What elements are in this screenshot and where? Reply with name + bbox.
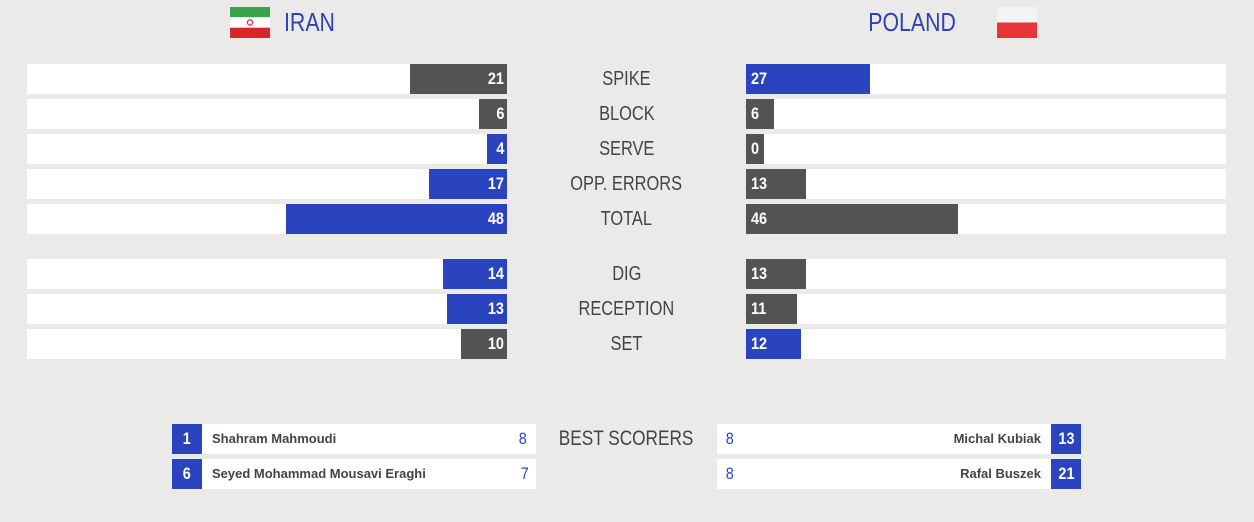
away-stat-value: 0 (751, 139, 760, 158)
stat-label: DIG (611, 263, 642, 285)
home-scorer-row: 1 Shahram Mahmoudi 8 (172, 424, 536, 454)
home-stat-bar: 6 (479, 99, 507, 129)
away-stat-track: 0 (746, 134, 1226, 164)
stat-label: SET (610, 333, 643, 355)
home-stat-track: 6 (27, 99, 507, 129)
away-stat-value: 12 (751, 334, 768, 353)
away-stat-track: 13 (746, 169, 1226, 199)
home-stat-bar: 21 (410, 64, 507, 94)
home-scorer-row: 6 Seyed Mohammad Mousavi Eraghi 7 (172, 459, 536, 489)
iran-flag-icon (230, 7, 270, 38)
home-stat-track: 17 (27, 169, 507, 199)
stat-label: OPP. ERRORS (570, 173, 683, 195)
away-stat-track: 12 (746, 329, 1226, 359)
scorer-name: Rafal Buszek (960, 466, 1041, 481)
home-stat-bar: 48 (286, 204, 507, 234)
stat-row-total: 48 TOTAL 46 (0, 204, 1254, 234)
away-stat-bar: 13 (746, 259, 806, 289)
stat-label: SPIKE (602, 68, 651, 90)
home-stat-track: 4 (27, 134, 507, 164)
home-stat-value: 6 (495, 104, 504, 123)
stat-row-set: 10 SET 12 (0, 329, 1254, 359)
home-stat-track: 48 (27, 204, 507, 234)
scorer-number: 21 (1051, 459, 1081, 489)
stat-row-dig: 14 DIG 13 (0, 259, 1254, 289)
scorer-number: 13 (1051, 424, 1081, 454)
stat-row-serve: 4 SERVE 0 (0, 134, 1254, 164)
scorer-points: 7 (520, 464, 529, 483)
scorer-number: 1 (172, 424, 202, 454)
poland-flag-icon (997, 7, 1037, 38)
home-stat-value: 10 (487, 334, 504, 353)
away-stat-value: 6 (751, 104, 760, 123)
home-stat-track: 10 (27, 329, 507, 359)
home-stat-value: 4 (495, 139, 504, 158)
away-stat-value: 11 (751, 299, 767, 318)
away-stat-track: 13 (746, 259, 1226, 289)
home-stat-value: 14 (487, 264, 504, 283)
away-stat-bar: 27 (746, 64, 870, 94)
away-stat-bar: 13 (746, 169, 806, 199)
scorer-name: Michal Kubiak (953, 431, 1041, 446)
away-stat-track: 11 (746, 294, 1226, 324)
away-scorer-row: 8 Michal Kubiak 13 (717, 424, 1081, 454)
away-scorer-row: 8 Rafal Buszek 21 (717, 459, 1081, 489)
away-stat-track: 27 (746, 64, 1226, 94)
away-stat-track: 46 (746, 204, 1226, 234)
home-stat-value: 13 (487, 299, 504, 318)
scorer-name: Shahram Mahmoudi (212, 431, 337, 446)
away-stat-value: 13 (751, 264, 768, 283)
home-stat-value: 17 (487, 174, 504, 193)
scorer-points: 8 (725, 429, 734, 448)
away-stat-value: 13 (751, 174, 768, 193)
stat-row-reception: 13 RECEPTION 11 (0, 294, 1254, 324)
away-stat-bar: 0 (746, 134, 764, 164)
home-stat-track: 13 (27, 294, 507, 324)
away-stat-bar: 11 (746, 294, 797, 324)
stat-label: RECEPTION (578, 298, 675, 320)
home-stat-bar: 14 (443, 259, 507, 289)
home-stat-value: 21 (487, 69, 504, 88)
home-team-name: IRAN (284, 7, 335, 37)
scorer-points: 8 (518, 429, 527, 448)
scorer-name: Seyed Mohammad Mousavi Eraghi (212, 466, 426, 481)
away-stat-bar: 12 (746, 329, 801, 359)
away-stat-bar: 46 (746, 204, 958, 234)
stat-row-spike: 21 SPIKE 27 (0, 64, 1254, 94)
home-stat-bar: 13 (447, 294, 507, 324)
home-stat-bar: 4 (487, 134, 507, 164)
stat-label: SERVE (598, 138, 655, 160)
home-stat-bar: 10 (461, 329, 507, 359)
stat-row-opp-errors: 17 OPP. ERRORS 13 (0, 169, 1254, 199)
away-stat-value: 46 (751, 209, 768, 228)
stat-row-block: 6 BLOCK 6 (0, 99, 1254, 129)
away-stat-bar: 6 (746, 99, 774, 129)
away-stat-value: 27 (751, 69, 768, 88)
scorer-number: 6 (172, 459, 202, 489)
home-stat-track: 14 (27, 259, 507, 289)
away-team-name: POLAND (868, 7, 956, 37)
scorer-points: 8 (725, 464, 734, 483)
stat-label: TOTAL (600, 208, 653, 230)
stat-label: BLOCK (598, 103, 655, 125)
home-stat-value: 48 (487, 209, 504, 228)
away-stat-track: 6 (746, 99, 1226, 129)
home-stat-track: 21 (27, 64, 507, 94)
best-scorers-label: BEST SCORERS (559, 427, 694, 450)
home-stat-bar: 17 (429, 169, 507, 199)
